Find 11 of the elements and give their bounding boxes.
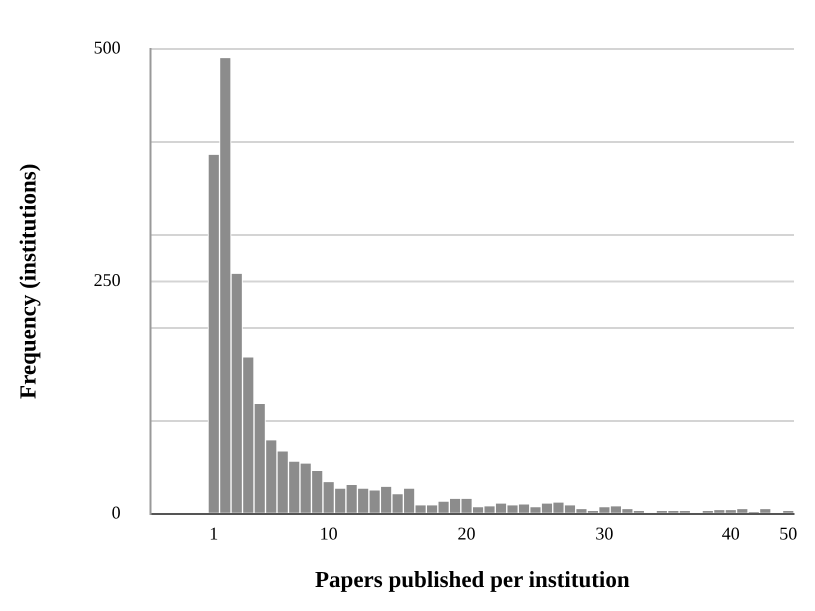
y-tick-label: 250 xyxy=(94,270,121,290)
x-axis-title: Papers published per institution xyxy=(314,567,630,592)
x-tick-label: 10 xyxy=(320,523,338,544)
x-tick-label: 50 xyxy=(779,523,798,544)
y-axis-title: Frequency (institutions) xyxy=(16,164,41,399)
x-tick-label: 1 xyxy=(209,523,218,544)
y-tick-label: 0 xyxy=(112,502,121,523)
y-tick-label: 500 xyxy=(94,38,121,58)
x-tick-label: 40 xyxy=(722,523,740,544)
x-tick-label: 30 xyxy=(595,523,614,544)
x-tick-label: 20 xyxy=(458,523,476,544)
